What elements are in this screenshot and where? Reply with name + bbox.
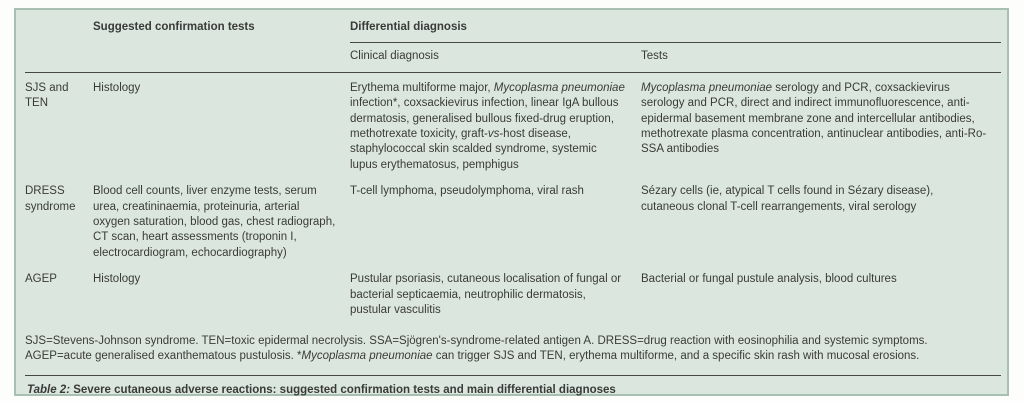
tests-cell: Mycoplasma pneumoniae serology and PCR, … bbox=[641, 81, 987, 156]
table-caption-text: Severe cutaneous adverse reactions: sugg… bbox=[70, 384, 616, 397]
confirmation-tests-cell: Blood cell counts, liver enzyme tests, s… bbox=[93, 185, 336, 259]
subheader-spacer-2 bbox=[93, 43, 350, 71]
subheader-spacer-1 bbox=[25, 43, 93, 71]
row-label: SJS and TEN bbox=[25, 81, 69, 110]
table-footnote: SJS=Stevens-Johnson syndrome. TEN=toxic … bbox=[25, 334, 928, 362]
subheader-clinical-diagnosis: Clinical diagnosis bbox=[350, 50, 439, 63]
clinical-diagnosis-cell: Pustular psoriasis, cutaneous localisati… bbox=[350, 273, 622, 317]
header-spacer bbox=[25, 20, 93, 43]
table-header-row: Suggested confirmation tests Differentia… bbox=[25, 16, 1001, 44]
tests-cell: Bacterial or fungal pustule analysis, bl… bbox=[641, 273, 897, 286]
row-label: AGEP bbox=[25, 273, 57, 286]
clinical-diagnosis-cell: T-cell lymphoma, pseudolymphoma, viral r… bbox=[350, 185, 584, 198]
column-header-confirmation-tests: Suggested confirmation tests bbox=[93, 21, 255, 33]
row-label: DRESS syndrome bbox=[25, 185, 76, 213]
table-2-card: Suggested confirmation tests Differentia… bbox=[14, 8, 1009, 396]
table-caption: Table 2: Severe cutaneous adverse reacti… bbox=[25, 376, 1001, 398]
table-row-agep: AGEP Histology Pustular psoriasis, cutan… bbox=[25, 264, 1001, 321]
tests-cell: Sézary cells (ie, atypical T cells found… bbox=[641, 185, 934, 213]
table-caption-number: Table 2: bbox=[27, 384, 71, 397]
confirmation-tests-cell: Histology bbox=[93, 273, 141, 286]
confirmation-tests-cell: Histology bbox=[93, 81, 141, 94]
table-row-dress: DRESS syndrome Blood cell counts, liver … bbox=[25, 176, 1001, 264]
clinical-diagnosis-cell: Erythema multiforme major, Mycoplasma pn… bbox=[350, 81, 625, 171]
table-row-sjs-ten: SJS and TEN Histology Erythema multiform… bbox=[25, 73, 1001, 176]
table-subheader-row: Clinical diagnosis Tests bbox=[25, 43, 1001, 73]
subheader-tests: Tests bbox=[641, 50, 668, 63]
column-header-differential-diagnosis: Differential diagnosis bbox=[350, 20, 1001, 44]
caption-divider bbox=[25, 375, 1001, 377]
